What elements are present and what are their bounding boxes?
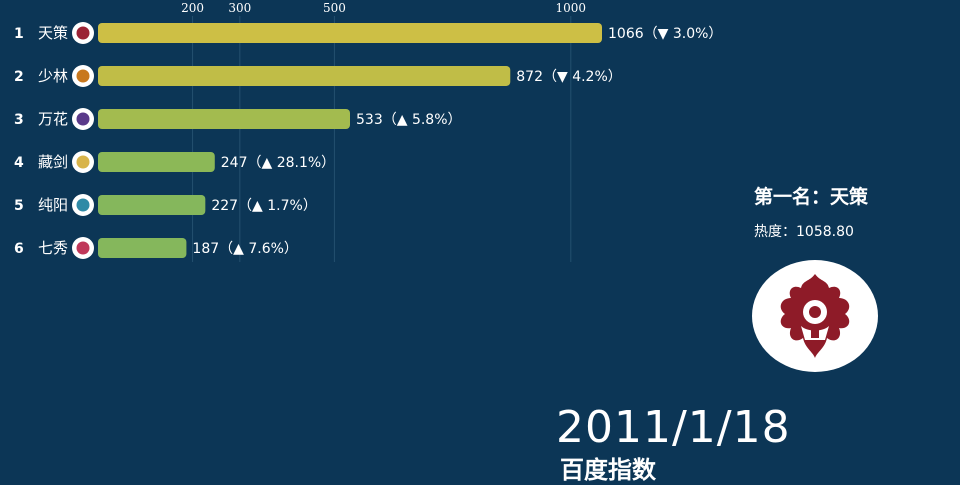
bar bbox=[98, 66, 511, 86]
date-label: 2011/1/18 bbox=[556, 402, 791, 453]
category-label: 万花 bbox=[38, 110, 68, 128]
first-place-emblem bbox=[752, 260, 878, 372]
value-label: 247（▲ 28.1%） bbox=[221, 155, 335, 171]
bar bbox=[98, 109, 350, 129]
school-icon-mark bbox=[76, 112, 90, 126]
bar bbox=[98, 195, 206, 215]
rank-label: 1 bbox=[14, 26, 24, 42]
school-icon-mark bbox=[76, 241, 90, 255]
school-icon-mark bbox=[76, 26, 90, 40]
value-label: 187（▲ 7.6%） bbox=[192, 241, 298, 257]
x-tick-label-1000: 1000 bbox=[556, 1, 587, 15]
rank-label: 6 bbox=[14, 241, 24, 257]
category-label: 纯阳 bbox=[38, 196, 68, 214]
x-tick-label-500: 500 bbox=[323, 1, 346, 15]
x-tick-label-200: 200 bbox=[181, 1, 204, 15]
bar-chart: 200 300 500 1000 1 天策 1066（▼ 3.0%） 2 少林 872（▼ 4.2… bbox=[14, 1, 722, 262]
bar bbox=[98, 152, 215, 172]
tiance-emblem-icon bbox=[780, 274, 850, 358]
bar bbox=[98, 238, 187, 258]
category-label: 少林 bbox=[38, 67, 68, 85]
first-place-title: 第一名：天策 bbox=[754, 186, 869, 208]
caption-label: 百度指数 bbox=[560, 456, 656, 484]
value-label: 533（▲ 5.8%） bbox=[356, 112, 462, 128]
rank-label: 3 bbox=[14, 112, 24, 128]
category-label: 藏剑 bbox=[38, 153, 68, 171]
first-place-heat: 热度：1058.80 bbox=[754, 224, 854, 240]
rank-label: 4 bbox=[14, 155, 24, 171]
rank-label: 5 bbox=[14, 198, 24, 214]
category-label: 天策 bbox=[38, 24, 68, 42]
bar-chart-race: 200 300 500 1000 1 天策 1066（▼ 3.0%） 2 少林 872（▼ 4.2… bbox=[14, 1, 878, 484]
rank-label: 2 bbox=[14, 69, 24, 85]
school-icon-mark bbox=[76, 198, 90, 212]
school-icon-mark bbox=[76, 69, 90, 83]
value-label: 1066（▼ 3.0%） bbox=[608, 26, 722, 42]
value-label: 227（▲ 1.7%） bbox=[211, 198, 317, 214]
bar bbox=[98, 23, 602, 43]
school-icon-mark bbox=[76, 155, 90, 169]
category-label: 七秀 bbox=[38, 239, 68, 257]
value-label: 872（▼ 4.2%） bbox=[516, 69, 622, 85]
x-tick-label-300: 300 bbox=[228, 1, 251, 15]
